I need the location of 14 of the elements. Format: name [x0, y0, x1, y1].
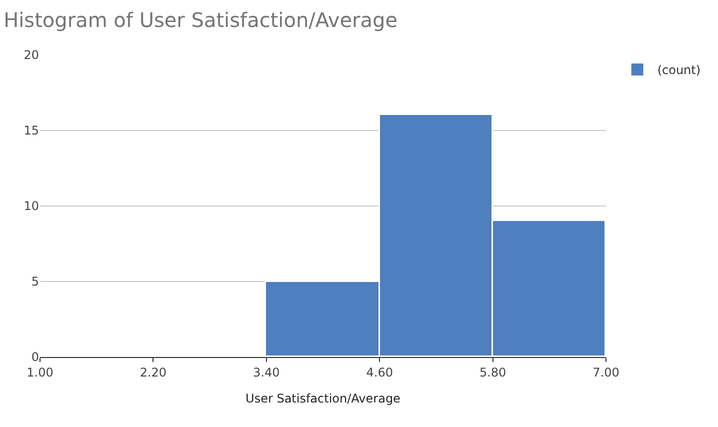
y-tick-label: 0	[31, 350, 39, 364]
y-tick-label: 15	[24, 124, 39, 138]
x-tick-label: 2.20	[140, 365, 167, 380]
y-tick-label: 20	[24, 48, 39, 62]
x-tick-label: 5.80	[479, 365, 506, 380]
y-tick-label: 5	[31, 274, 39, 289]
x-tick-label: 1.00	[26, 365, 54, 380]
x-tick-label: 7.00	[592, 365, 620, 380]
x-tick-label: 4.60	[366, 365, 393, 380]
y-tick-label: 10	[24, 199, 39, 214]
x-tick-label: 3.40	[253, 365, 280, 380]
chart-title: Histogram of User Satisfaction/Average	[4, 8, 398, 32]
legend-label: (count)	[657, 63, 701, 78]
x-axis-title: User Satisfaction/Average	[246, 391, 400, 406]
